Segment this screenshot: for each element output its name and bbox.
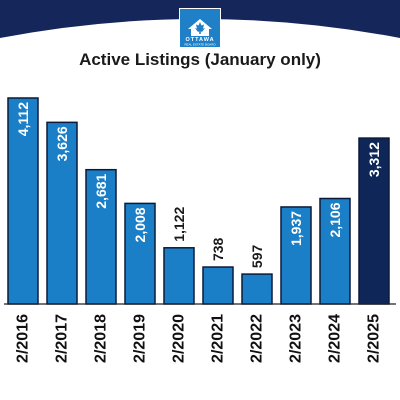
- value-label-2/2025: 3,312: [366, 142, 382, 177]
- ottawa-real-estate-board-logo: OTTAWA REAL ESTATE BOARD: [179, 8, 221, 48]
- value-label-2/2016: 4,112: [15, 102, 31, 136]
- bar-2/2018: [85, 168, 117, 305]
- value-label-2/2024: 2,106: [327, 202, 343, 237]
- x-tick-label-2/2018: 2/2018: [93, 314, 110, 363]
- logo-subtitle: REAL ESTATE BOARD: [184, 43, 216, 47]
- x-tick-label-2/2019: 2/2019: [132, 314, 149, 363]
- bar-2/2020: [163, 247, 195, 305]
- value-label-2/2021: 738: [210, 237, 226, 261]
- x-tick-label-2/2020: 2/2020: [171, 314, 188, 363]
- logo-name: OTTAWA: [185, 37, 214, 43]
- bar-2/2022: [241, 273, 273, 305]
- x-tick-label-2/2023: 2/2023: [288, 314, 305, 363]
- value-label-2/2018: 2,681: [93, 173, 109, 208]
- maple-leaf-house-icon: [188, 19, 212, 36]
- value-label-2/2017: 3,626: [54, 126, 70, 161]
- x-tick-label-2/2017: 2/2017: [54, 314, 71, 363]
- value-label-2/2022: 597: [249, 245, 265, 269]
- chart-title: Active Listings (January only): [79, 50, 321, 69]
- bar-2/2025: [358, 137, 390, 305]
- bar-2/2024: [319, 197, 351, 305]
- x-tick-label-2/2022: 2/2022: [249, 314, 266, 363]
- x-tick-label-2/2025: 2/2025: [366, 314, 383, 363]
- x-tick-label-2/2016: 2/2016: [15, 314, 32, 363]
- value-label-2/2020: 1,122: [171, 207, 187, 242]
- bar-2/2021: [202, 266, 234, 305]
- x-tick-label-2/2024: 2/2024: [327, 314, 344, 363]
- bar-2/2019: [124, 202, 156, 305]
- bar-2/2023: [280, 206, 312, 305]
- x-tick-label-2/2021: 2/2021: [210, 314, 227, 363]
- value-label-2/2019: 2,008: [132, 207, 148, 242]
- value-label-2/2023: 1,937: [288, 211, 304, 246]
